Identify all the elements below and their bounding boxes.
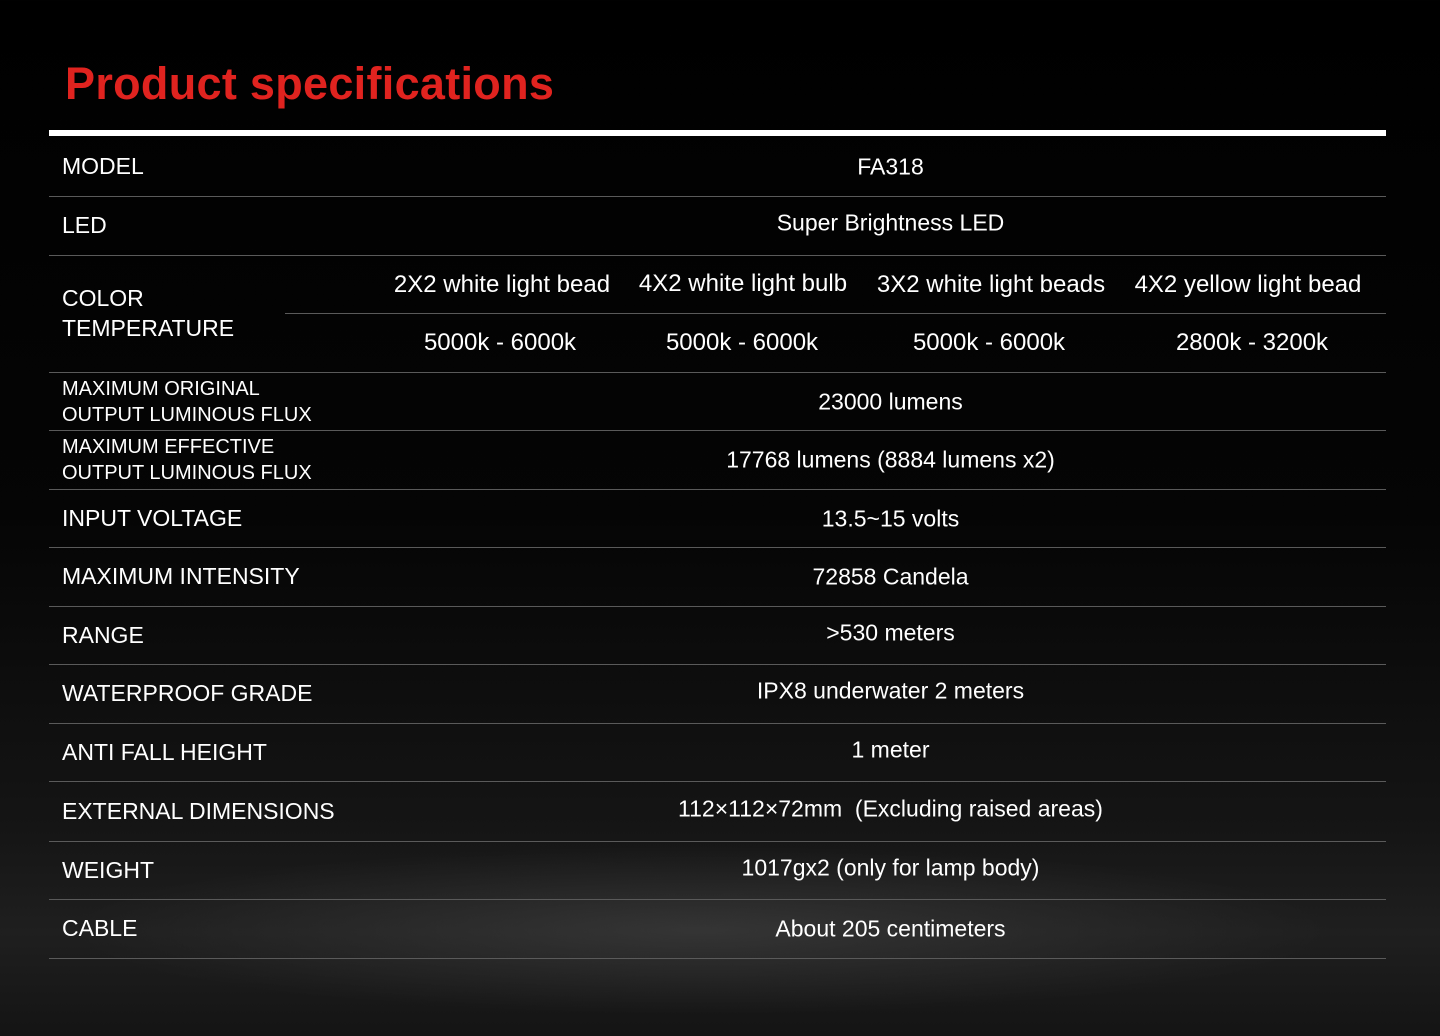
spec-label: COLOR TEMPERATURE (62, 284, 234, 344)
spec-label: MAXIMUM ORIGINAL OUTPUT LUMINOUS FLUX (62, 376, 312, 428)
spec-label: MAXIMUM EFFECTIVE OUTPUT LUMINOUS FLUX (62, 434, 312, 486)
spec-label: MODEL (62, 152, 144, 179)
page-title: Product specifications (65, 58, 555, 109)
spec-row-max-original-flux: MAXIMUM ORIGINAL OUTPUT LUMINOUS FLUX 23… (49, 373, 1386, 431)
spec-row-dimensions: EXTERNAL DIMENSIONS 112×112×72mm (Exclud… (49, 782, 1386, 842)
spec-label: INPUT VOLTAGE (62, 504, 243, 531)
spec-label: RANGE (62, 621, 144, 648)
spec-value: 17768 lumens (8884 lumens x2) (726, 446, 1055, 473)
ct-range: 2800k - 3200k (1175, 329, 1329, 356)
label-line: TEMPERATURE (62, 315, 235, 341)
spec-row-weight: WEIGHT 1017gx2 (only for lamp body) (49, 842, 1386, 900)
ct-type: 4X2 white light bulb (638, 270, 848, 297)
label-line: COLOR (62, 285, 144, 312)
spec-value: IPX8 underwater 2 meters (756, 677, 1025, 704)
label-line: OUTPUT LUMINOUS FLUX (62, 403, 312, 426)
spec-label: CABLE (62, 915, 138, 942)
spec-value: 112×112×72mm (Excluding raised areas) (678, 795, 1103, 822)
spec-row-led: LED Super Brightness LED (49, 197, 1386, 256)
spec-value: 1017gx2 (only for lamp body) (741, 854, 1040, 881)
label-line: MAXIMUM EFFECTIVE (62, 436, 275, 458)
spec-row-input-voltage: INPUT VOLTAGE 13.5~15 volts (49, 490, 1386, 548)
spec-label: WEIGHT (62, 856, 154, 883)
ct-range: 5000k - 6000k (665, 329, 819, 356)
spec-value: Super Brightness LED (776, 209, 1005, 236)
spec-label: LED (62, 212, 107, 239)
spec-value: >530 meters (826, 619, 955, 646)
title-divider (49, 130, 1386, 136)
spec-row-model: MODEL FA318 (49, 137, 1386, 197)
spec-label: WATERPROOF GRADE (62, 680, 313, 707)
ct-range: 5000k - 6000k (912, 329, 1066, 356)
spec-row-cable: CABLE About 205 centimeters (49, 900, 1386, 959)
spec-row-max-intensity: MAXIMUM INTENSITY 72858 Candela (49, 548, 1386, 607)
ct-type: 4X2 yellow light bead (1134, 271, 1362, 298)
spec-row-waterproof: WATERPROOF GRADE IPX8 underwater 2 meter… (49, 665, 1386, 724)
ct-type: 3X2 white light beads (876, 271, 1106, 298)
spec-row-anti-fall: ANTI FALL HEIGHT 1 meter (49, 724, 1386, 782)
spec-label: ANTI FALL HEIGHT (62, 738, 267, 765)
spec-row-range: RANGE >530 meters (49, 607, 1386, 665)
spec-value: FA318 (857, 153, 924, 179)
label-line: MAXIMUM ORIGINAL (62, 377, 260, 400)
spec-value: 72858 Candela (812, 563, 969, 590)
spec-row-color-temperature: COLOR TEMPERATURE 2X2 white light bead 4… (49, 256, 1386, 373)
spec-value: 13.5~15 volts (821, 505, 960, 531)
spec-row-max-effective-flux: MAXIMUM EFFECTIVE OUTPUT LUMINOUS FLUX 1… (49, 431, 1386, 490)
spec-value: 1 meter (851, 736, 930, 763)
spec-label: EXTERNAL DIMENSIONS (62, 797, 335, 824)
spec-value: 23000 lumens (818, 388, 963, 414)
label-line: OUTPUT LUMINOUS FLUX (62, 462, 312, 484)
spec-label: MAXIMUM INTENSITY (62, 563, 300, 590)
spec-value: About 205 centimeters (775, 915, 1006, 942)
ct-range: 5000k - 6000k (423, 329, 577, 356)
ct-type: 2X2 white light bead (393, 271, 611, 298)
sub-divider (285, 313, 1386, 314)
